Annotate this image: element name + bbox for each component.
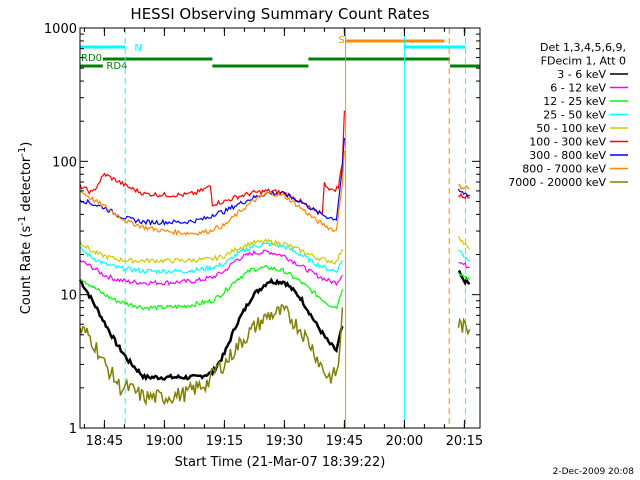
series-line-14 bbox=[79, 150, 345, 237]
x-tick-label: 19:15 bbox=[206, 434, 243, 449]
series-line-1 bbox=[457, 269, 471, 286]
chart-title: HESSI Observing Summary Count Rates bbox=[130, 5, 429, 23]
x-axis-ticks: 18:45 19:00 19:15 19:30 19:45 20:00 20:15 bbox=[83, 28, 483, 449]
series-line-7 bbox=[458, 249, 470, 262]
flag-label-s: S bbox=[338, 35, 344, 46]
series-line-11 bbox=[457, 192, 470, 200]
footer-timestamp: 2-Dec-2009 20:08 bbox=[553, 467, 635, 477]
flag-label-n: N bbox=[134, 43, 141, 54]
y-tick-label: 1 bbox=[69, 422, 77, 437]
series-line-13 bbox=[457, 188, 470, 198]
series-line-16 bbox=[79, 303, 344, 407]
y-axis-label-part1: Count Rate (s bbox=[19, 226, 34, 315]
legend-entry-label: 50 - 100 keV bbox=[536, 122, 606, 135]
legend-entry-label: 300 - 800 keV bbox=[529, 149, 606, 162]
x-tick-label: 20:15 bbox=[446, 434, 483, 449]
x-tick-label: 19:45 bbox=[326, 434, 363, 449]
series-line-15 bbox=[458, 183, 470, 191]
series-line-17 bbox=[457, 317, 471, 336]
legend: Det 1,3,4,5,6,9,FDecim 1, Att 03 - 6 keV… bbox=[508, 41, 628, 189]
x-tick-label: 18:45 bbox=[86, 434, 123, 449]
y-axis-label-sup1: -1 bbox=[17, 216, 28, 226]
plot-frame bbox=[79, 27, 481, 429]
series-line-3 bbox=[458, 261, 470, 269]
x-axis-label: Start Time (21-Mar-07 18:39:22) bbox=[175, 455, 386, 470]
legend-entry-label: 3 - 6 keV bbox=[557, 68, 606, 81]
y-tick-label: 10 bbox=[60, 289, 77, 304]
series-line-12 bbox=[79, 137, 345, 227]
x-tick-label: 20:00 bbox=[386, 434, 423, 449]
series-line-5 bbox=[458, 272, 471, 281]
y-tick-label: 1000 bbox=[44, 22, 77, 37]
instrument-flags: N S RD0 RD4 bbox=[80, 35, 480, 72]
y-axis-label-sup2: -1 bbox=[17, 147, 28, 157]
series-line-8 bbox=[79, 238, 343, 265]
series-line-2 bbox=[79, 249, 343, 287]
x-tick-label: 19:30 bbox=[266, 434, 303, 449]
series-line-4 bbox=[79, 264, 343, 312]
series-line-9 bbox=[457, 235, 471, 250]
legend-entry-label: 25 - 50 keV bbox=[543, 109, 606, 122]
y-tick-label: 100 bbox=[52, 155, 77, 170]
series-line-6 bbox=[79, 241, 343, 275]
legend-entry-label: 12 - 25 keV bbox=[543, 95, 606, 108]
vertical-markers bbox=[124, 28, 467, 428]
legend-header-line: Det 1,3,4,5,6,9, bbox=[540, 41, 626, 54]
series-lines bbox=[78, 110, 471, 407]
y-axis-label-part3: ) bbox=[19, 142, 34, 147]
legend-entry-label: 6 - 12 keV bbox=[550, 82, 606, 95]
legend-entry-label: 800 - 7000 keV bbox=[522, 163, 606, 176]
flag-label-rd0: RD0 bbox=[81, 53, 102, 64]
series-line-0 bbox=[78, 277, 344, 382]
flag-label-rd4: RD4 bbox=[106, 61, 127, 72]
legend-entry-label: 7000 - 20000 keV bbox=[508, 176, 606, 189]
legend-header-line: FDecim 1, Att 0 bbox=[541, 55, 626, 68]
y-axis-ticks: 1 10 100 1000 bbox=[44, 22, 480, 437]
y-axis-label-part2: detector bbox=[19, 156, 34, 216]
y-axis-label: Count Rate (s-1 detector-1) bbox=[17, 142, 34, 315]
x-tick-label: 19:00 bbox=[146, 434, 183, 449]
series-line-10 bbox=[79, 110, 345, 216]
legend-entry-label: 100 - 300 keV bbox=[529, 136, 606, 149]
